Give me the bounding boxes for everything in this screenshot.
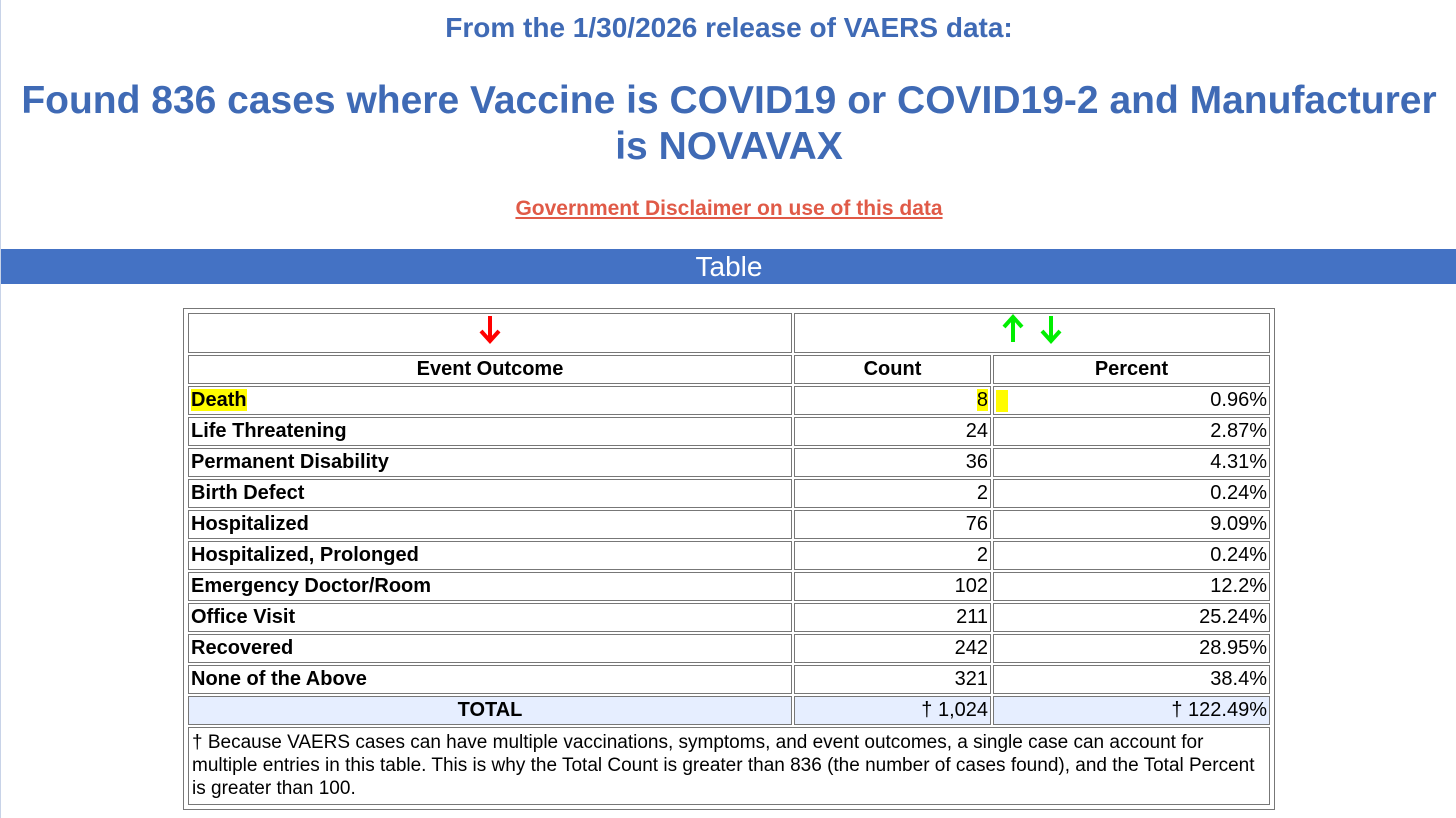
row-outcome-cell: Permanent Disability [188, 448, 792, 477]
row-count-cell: 321 [794, 665, 991, 694]
highlight-mark [996, 390, 1008, 412]
table-row: None of the Above 321 38.4% [188, 665, 1270, 694]
row-count: 211 [956, 606, 988, 628]
row-percent: 9.09% [1210, 513, 1267, 535]
table-row: Recovered 242 28.95% [188, 634, 1270, 663]
row-count: 102 [954, 575, 988, 597]
row-percent-cell: 2.87% [993, 417, 1270, 446]
row-outcome: Death [191, 389, 247, 411]
row-outcome: None of the Above [191, 668, 367, 690]
table-row: Permanent Disability 36 4.31% [188, 448, 1270, 477]
arrow-down-icon[interactable] [478, 314, 502, 352]
row-percent: 12.2% [1210, 575, 1267, 597]
arrow-up-icon[interactable] [1001, 314, 1025, 352]
table-row: Emergency Doctor/Room 102 12.2% [188, 572, 1270, 601]
column-header-count: Count [794, 355, 991, 384]
row-outcome: Recovered [191, 637, 294, 659]
total-row: TOTAL † 1,024 † 122.49% [188, 696, 1270, 725]
row-count: 24 [965, 420, 988, 442]
row-outcome-cell: Hospitalized, Prolonged [188, 541, 792, 570]
footnote: † Because VAERS cases can have multiple … [188, 727, 1270, 805]
row-count: 2 [976, 544, 988, 566]
row-outcome: Life Threatening [191, 420, 347, 442]
row-count-cell: 242 [794, 634, 991, 663]
table-header-row: Event Outcome Count Percent [188, 355, 1270, 384]
row-percent-cell: 9.09% [993, 510, 1270, 539]
row-percent-cell: 0.24% [993, 479, 1270, 508]
arrow-down-icon[interactable] [1039, 314, 1063, 352]
row-count: 8 [976, 389, 988, 411]
row-outcome: Hospitalized [191, 513, 309, 535]
row-percent: 28.95% [1199, 637, 1267, 659]
row-percent: 4.31% [1210, 451, 1267, 473]
row-outcome-cell: Emergency Doctor/Room [188, 572, 792, 601]
row-percent: 0.96% [1210, 389, 1267, 411]
count-sort-cell [794, 313, 1270, 353]
total-label: TOTAL [188, 696, 792, 725]
row-percent-cell: 0.96% [993, 386, 1270, 415]
results-table: Event Outcome Count Percent Death 8 0.96% L… [186, 311, 1272, 807]
row-percent-cell: 0.24% [993, 541, 1270, 570]
page-title: Found 836 cases where Vaccine is COVID19… [21, 79, 1437, 168]
row-count-cell: 24 [794, 417, 991, 446]
row-outcome: Emergency Doctor/Room [191, 575, 432, 597]
table-row: Birth Defect 2 0.24% [188, 479, 1270, 508]
row-count-cell: 36 [794, 448, 991, 477]
row-count: 242 [954, 637, 988, 659]
results-table-container: Event Outcome Count Percent Death 8 0.96% L… [183, 308, 1275, 810]
disclaimer-link-container: Government Disclaimer on use of this dat… [1, 197, 1456, 221]
row-percent: 0.24% [1210, 482, 1267, 504]
row-outcome: Office Visit [191, 606, 296, 628]
row-count-cell: 102 [794, 572, 991, 601]
row-percent: 2.87% [1210, 420, 1267, 442]
row-outcome-cell: Birth Defect [188, 479, 792, 508]
row-percent-cell: 4.31% [993, 448, 1270, 477]
row-outcome: Hospitalized, Prolonged [191, 544, 419, 566]
row-count: 76 [965, 513, 988, 535]
row-outcome-cell: Death [188, 386, 792, 415]
row-outcome-cell: Recovered [188, 634, 792, 663]
row-percent-cell: 12.2% [993, 572, 1270, 601]
column-header-percent: Percent [993, 355, 1270, 384]
row-percent-cell: 28.95% [993, 634, 1270, 663]
release-line: From the 1/30/2026 release of VAERS data… [445, 12, 1013, 43]
row-percent-cell: 25.24% [993, 603, 1270, 632]
outcome-sort-cell [188, 313, 792, 353]
government-disclaimer-link[interactable]: Government Disclaimer on use of this dat… [515, 197, 943, 220]
row-count-cell: 211 [794, 603, 991, 632]
row-outcome: Permanent Disability [191, 451, 389, 473]
footnote-row: † Because VAERS cases can have multiple … [188, 727, 1270, 805]
table-row: Hospitalized, Prolonged 2 0.24% [188, 541, 1270, 570]
row-count-cell: 2 [794, 541, 991, 570]
table-row: Death 8 0.96% [188, 386, 1270, 415]
row-count-cell: 8 [794, 386, 991, 415]
row-outcome-cell: Office Visit [188, 603, 792, 632]
row-count: 2 [976, 482, 988, 504]
row-outcome-cell: Life Threatening [188, 417, 792, 446]
column-header-outcome: Event Outcome [188, 355, 792, 384]
row-percent-cell: 38.4% [993, 665, 1270, 694]
section-title-bar: Table [1, 249, 1456, 284]
row-percent: 25.24% [1199, 606, 1267, 628]
table-row: Hospitalized 76 9.09% [188, 510, 1270, 539]
row-count-cell: 76 [794, 510, 991, 539]
row-outcome-cell: None of the Above [188, 665, 792, 694]
sort-controls-row [188, 313, 1270, 353]
row-count-cell: 2 [794, 479, 991, 508]
table-row: Life Threatening 24 2.87% [188, 417, 1270, 446]
row-count: 321 [954, 668, 988, 690]
row-percent: 38.4% [1210, 668, 1267, 690]
row-outcome-cell: Hospitalized [188, 510, 792, 539]
row-percent: 0.24% [1210, 544, 1267, 566]
total-count: † 1,024 [794, 696, 991, 725]
row-outcome: Birth Defect [191, 482, 305, 504]
row-count: 36 [965, 451, 988, 473]
total-percent: † 122.49% [993, 696, 1270, 725]
table-row: Office Visit 211 25.24% [188, 603, 1270, 632]
